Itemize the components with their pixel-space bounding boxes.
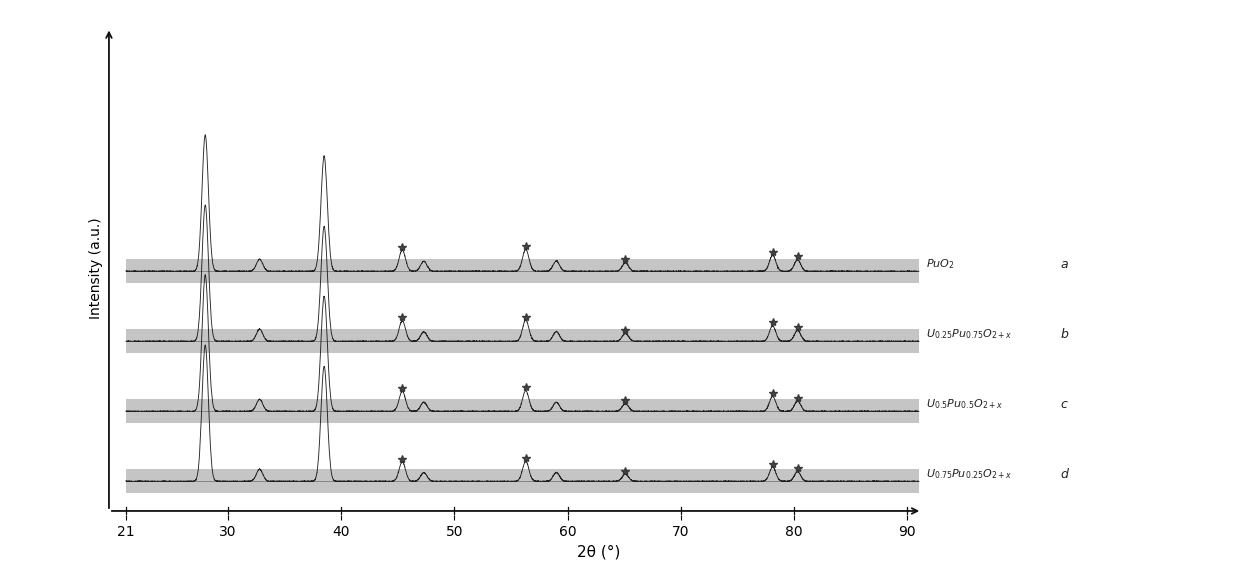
X-axis label: 2θ (°): 2θ (°) [577, 544, 620, 559]
Text: U$_{0.5}$Pu$_{0.5}$O$_{2+x}$: U$_{0.5}$Pu$_{0.5}$O$_{2+x}$ [925, 397, 1003, 411]
Y-axis label: Intensity (a.u.): Intensity (a.u.) [89, 217, 103, 319]
Text: c: c [1060, 397, 1068, 411]
Text: U$_{0.25}$Pu$_{0.75}$O$_{2+x}$: U$_{0.25}$Pu$_{0.75}$O$_{2+x}$ [925, 327, 1012, 341]
Text: U$_{0.75}$Pu$_{0.25}$O$_{2+x}$: U$_{0.75}$Pu$_{0.25}$O$_{2+x}$ [925, 467, 1012, 481]
Text: PuO$_2$: PuO$_2$ [925, 257, 955, 271]
Bar [126, 329, 919, 353]
Bar [126, 469, 919, 493]
Bar [126, 259, 919, 284]
Text: b: b [1060, 328, 1068, 340]
Bar [126, 399, 919, 424]
Text: d: d [1060, 468, 1068, 481]
Text: a: a [1060, 257, 1068, 271]
